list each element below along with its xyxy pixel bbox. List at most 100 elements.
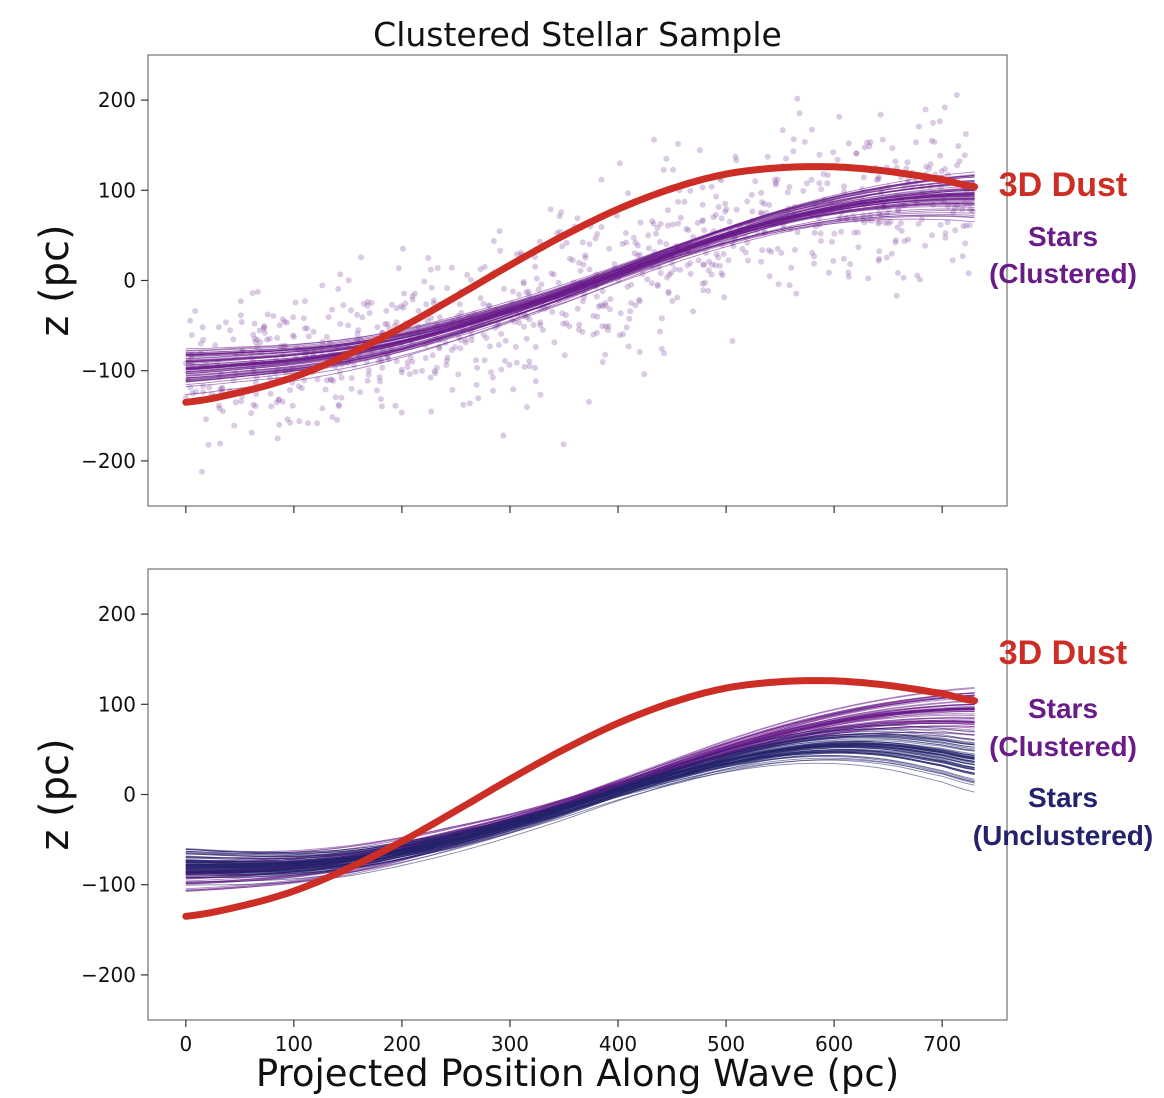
scatter-point	[443, 357, 450, 364]
scatter-point	[488, 369, 494, 376]
scatter-point	[726, 218, 733, 225]
scatter-point	[681, 198, 688, 205]
scatter-point	[778, 250, 785, 256]
scatter-point	[406, 371, 413, 377]
scatter-point	[708, 271, 715, 278]
chart-title: Clustered Stellar Sample	[373, 15, 782, 54]
scatter-point	[490, 387, 497, 394]
scatter-point	[840, 255, 847, 262]
scatter-point	[723, 206, 730, 213]
series-line-unclustered-sample	[185, 759, 975, 875]
scatter-point	[758, 189, 765, 196]
x-tick-label: 200	[383, 1032, 421, 1056]
scatter-point	[658, 315, 665, 322]
scatter-point	[292, 299, 299, 306]
scatter-point	[894, 224, 901, 231]
y-tick-label: −200	[81, 963, 136, 987]
scatter-point	[766, 273, 773, 280]
scatter-point	[497, 247, 504, 254]
plot-area	[182, 92, 979, 475]
scatter-point	[628, 281, 635, 288]
scatter-point	[648, 280, 655, 287]
scatter-point	[892, 158, 899, 165]
scatter-point	[937, 152, 944, 159]
series-line-clustered	[185, 193, 975, 370]
series-line-unclustered-sample	[185, 735, 975, 859]
scatter-point	[436, 314, 443, 321]
scatter-point	[956, 158, 963, 165]
scatter-point	[657, 270, 664, 277]
scatter-point	[752, 178, 759, 185]
scatter-point	[200, 389, 207, 396]
scatter-point	[466, 400, 473, 407]
scatter-point	[597, 302, 604, 309]
scatter-point	[653, 230, 659, 237]
scatter-point	[576, 326, 582, 333]
scatter-point	[448, 264, 455, 271]
scatter-point	[718, 215, 725, 222]
x-tick-label: 300	[491, 1032, 529, 1056]
scatter-point	[854, 229, 861, 236]
series-line-clustered-sample	[185, 710, 975, 875]
scatter-point	[834, 156, 841, 163]
scatter-point	[905, 236, 912, 243]
scatter-point	[884, 211, 891, 217]
y-tick-label: 100	[98, 178, 136, 202]
scatter-point	[223, 319, 229, 326]
scatter-point	[627, 308, 634, 315]
scatter-point	[794, 229, 801, 236]
scatter-point	[560, 320, 567, 327]
scatter-point	[400, 304, 407, 311]
scatter-point	[281, 318, 288, 325]
scatter-point	[301, 325, 308, 332]
scatter-point	[829, 238, 835, 245]
scatter-point	[395, 265, 402, 272]
scatter-point	[820, 171, 827, 177]
scatter-point	[348, 375, 355, 381]
scatter-point	[388, 301, 395, 308]
scatter-point	[237, 312, 244, 319]
scatter-point	[761, 201, 768, 207]
scatter-point	[931, 138, 938, 145]
scatter-point	[926, 165, 932, 172]
scatter-point	[744, 198, 751, 205]
scatter-point	[586, 398, 592, 405]
scatter-point	[623, 239, 630, 246]
scatter-point	[617, 310, 624, 317]
scatter-point	[480, 331, 487, 338]
scatter-point	[699, 184, 706, 191]
scatter-point	[796, 110, 803, 117]
scatter-point	[206, 384, 213, 391]
scatter-point	[699, 217, 706, 224]
scatter-point	[722, 200, 729, 207]
scatter-point	[486, 343, 493, 350]
scatter-point	[654, 281, 661, 288]
panel-2: −200 −100 0 100 200 0 100 200 300 400 500 600 700 z (…	[32, 568, 1153, 1095]
scatter-point	[398, 366, 405, 373]
scatter-point	[383, 307, 390, 314]
scatter-point	[462, 339, 469, 346]
scatter-point	[793, 290, 800, 297]
scatter-point	[694, 219, 701, 226]
scatter-point	[836, 113, 843, 120]
scatter-point	[512, 343, 519, 350]
scatter-point	[526, 363, 533, 370]
scatter-point	[501, 285, 507, 292]
scatter-point	[664, 274, 671, 281]
scatter-point	[892, 237, 899, 244]
scatter-point	[361, 300, 367, 307]
scatter-point	[334, 416, 341, 423]
scatter-point	[876, 255, 883, 262]
scatter-point	[942, 230, 949, 237]
scatter-point	[579, 298, 586, 305]
scatter-point	[337, 320, 344, 327]
scatter-point	[266, 335, 273, 342]
scatter-point	[712, 211, 719, 218]
scatter-point	[654, 283, 661, 289]
scatter-point	[248, 410, 255, 417]
scatter-point	[319, 282, 326, 289]
scatter-point	[490, 238, 497, 244]
scatter-point	[922, 106, 929, 113]
scatter-point	[520, 280, 527, 287]
scatter-point	[532, 263, 539, 270]
